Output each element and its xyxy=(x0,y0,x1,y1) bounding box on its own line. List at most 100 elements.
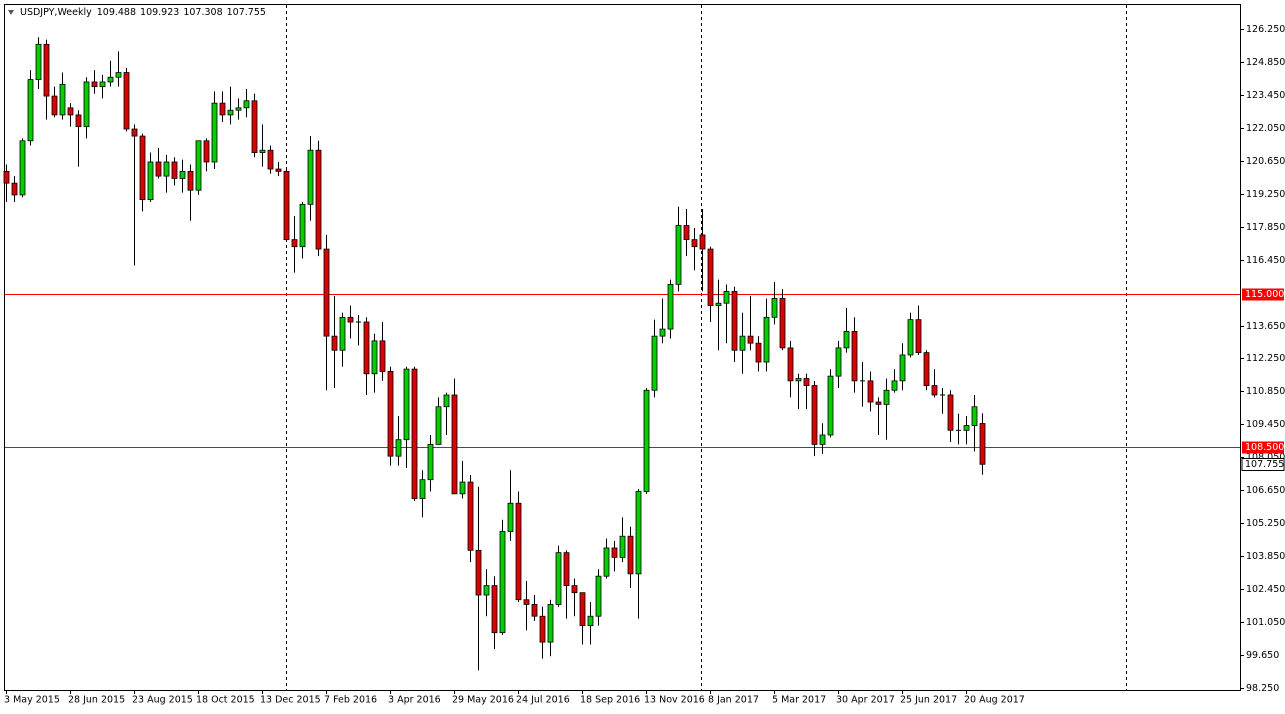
candle-body xyxy=(619,535,626,558)
candle-body xyxy=(531,604,538,617)
y-tick-label: 117.850 xyxy=(1246,222,1285,233)
x-tick-label: 28 Jun 2015 xyxy=(68,695,125,706)
candle-body xyxy=(411,368,418,499)
candle-body xyxy=(651,335,658,391)
candle-body xyxy=(603,547,610,577)
candle-body xyxy=(267,149,274,170)
x-tick-label: 30 Apr 2017 xyxy=(836,695,895,706)
candle-body xyxy=(547,604,554,643)
candle-body xyxy=(3,170,10,184)
candle-body xyxy=(243,100,250,109)
header-open: 109.488 xyxy=(97,7,136,18)
candle-body xyxy=(107,76,114,83)
current-price-label: 107.755 xyxy=(1245,459,1284,470)
candle-body xyxy=(395,439,402,457)
candle-body xyxy=(75,114,82,128)
candle-body xyxy=(307,149,314,205)
candle-body xyxy=(379,340,386,372)
candle-body xyxy=(587,615,594,627)
candle-body xyxy=(363,321,370,375)
candle-body xyxy=(811,385,818,445)
candle-body xyxy=(163,161,170,177)
candle-body xyxy=(755,342,762,363)
candle-body xyxy=(435,406,442,445)
x-tick-label: 24 Jul 2016 xyxy=(516,695,570,706)
candle-body xyxy=(299,203,306,248)
y-tick-label: 102.450 xyxy=(1246,584,1285,595)
candle-body xyxy=(763,316,770,363)
candle-body xyxy=(387,371,394,457)
horizontal-line-label-box xyxy=(1242,441,1284,454)
y-tick-label: 101.050 xyxy=(1246,617,1285,628)
y-tick-label: 119.250 xyxy=(1246,189,1285,200)
y-tick-label: 99.650 xyxy=(1246,650,1279,661)
header-close: 107.755 xyxy=(227,7,266,18)
chart-header: USDJPY,Weekly 109.488 109.923 107.308 107.75… xyxy=(20,7,266,18)
candle-body xyxy=(91,81,98,88)
candle-body xyxy=(827,375,834,436)
y-tick-label: 109.450 xyxy=(1246,419,1285,430)
header-low: 107.308 xyxy=(183,7,222,18)
candle-body xyxy=(179,170,186,179)
candle-body xyxy=(203,140,210,163)
candle-body xyxy=(915,319,922,354)
candle-body xyxy=(571,585,578,594)
candle-body xyxy=(539,615,546,643)
symbol-icon xyxy=(8,10,14,15)
x-tick-label: 13 Dec 2015 xyxy=(260,695,321,706)
chart-title: USDJPY,Weekly xyxy=(20,7,92,18)
candle-body xyxy=(699,234,706,250)
y-tick-label: 116.450 xyxy=(1246,255,1285,266)
y-tick-label: 113.650 xyxy=(1246,321,1285,332)
candle-body xyxy=(419,479,426,499)
candle-body xyxy=(147,161,154,201)
y-tick-label: 123.450 xyxy=(1246,90,1285,101)
current-price-box xyxy=(1241,458,1285,471)
candle-body xyxy=(675,225,682,285)
y-tick-label: 110.850 xyxy=(1246,386,1285,397)
candle-body xyxy=(563,552,570,587)
x-tick-label: 3 Apr 2016 xyxy=(388,695,441,706)
candle-body xyxy=(275,168,282,172)
y-tick-label: 106.650 xyxy=(1246,485,1285,496)
candle-body xyxy=(659,328,666,337)
header-high: 109.923 xyxy=(140,7,179,18)
candle-body xyxy=(467,481,474,551)
candle-body xyxy=(579,592,586,627)
candle-body xyxy=(499,531,506,634)
candle-body xyxy=(667,283,674,330)
candle-body xyxy=(907,319,914,356)
candle-body xyxy=(339,316,346,351)
x-tick-label: 3 May 2015 xyxy=(4,695,60,706)
candle-body xyxy=(291,239,298,248)
candle-body xyxy=(459,481,466,495)
plot-frame xyxy=(4,4,1241,691)
candle-body xyxy=(491,585,498,634)
x-tick-label: 8 Jan 2017 xyxy=(708,695,759,706)
horizontal-line-label: 115.000 xyxy=(1245,289,1284,300)
candle-body xyxy=(771,298,778,318)
y-tick-label: 112.250 xyxy=(1246,353,1285,364)
candle-body xyxy=(155,161,162,177)
y-tick-label: 98.250 xyxy=(1246,683,1279,694)
candle-body xyxy=(555,552,562,605)
y-tick-label: 103.850 xyxy=(1246,551,1285,562)
candle-body xyxy=(259,149,266,153)
x-tick-label: 13 Nov 2016 xyxy=(644,695,705,706)
candle-body xyxy=(347,316,354,323)
candle-body xyxy=(235,107,242,111)
candle-body xyxy=(251,100,258,153)
x-tick-label: 25 Jun 2017 xyxy=(900,695,957,706)
candle-body xyxy=(475,549,482,596)
candle-body xyxy=(691,239,698,248)
candle-body xyxy=(403,368,410,441)
x-tick-label: 7 Feb 2016 xyxy=(324,695,377,706)
candle-body xyxy=(899,354,906,382)
candle-body xyxy=(371,340,378,375)
x-tick-label: 29 May 2016 xyxy=(452,695,514,706)
candle-body xyxy=(139,135,146,201)
horizontal-line-label-box xyxy=(1242,288,1284,301)
candle-body xyxy=(747,335,754,344)
